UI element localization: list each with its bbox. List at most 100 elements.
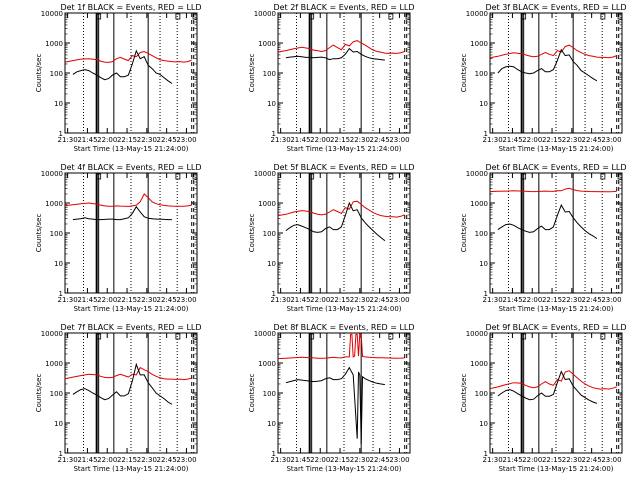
lld-series-line bbox=[277, 200, 405, 218]
x-tick-label: 22:15 bbox=[542, 456, 562, 464]
y-tick-label: 100 bbox=[50, 230, 63, 238]
y-tick-label: 1000 bbox=[258, 360, 276, 368]
lld-series-line bbox=[277, 40, 405, 54]
flag-marker bbox=[175, 173, 181, 180]
x-tick-label: 23:00 bbox=[601, 296, 621, 304]
y-tick-label: 100 bbox=[475, 230, 488, 238]
y-tick-label: 1000 bbox=[45, 40, 63, 48]
flag-marker bbox=[405, 13, 411, 20]
x-tick-label: 22:00 bbox=[310, 456, 330, 464]
y-tick-label: 10000 bbox=[41, 170, 63, 178]
x-tick-label: 21:45 bbox=[502, 296, 522, 304]
detector-panel-5: Det 5f BLACK = Events, RED = LLD 1 10 100 10… bbox=[248, 163, 415, 313]
y-axis-label: Counts/sec bbox=[248, 54, 256, 93]
y-tick-label: 1 bbox=[59, 290, 63, 298]
y-tick-label: 10000 bbox=[254, 170, 276, 178]
x-tick-label: 21:30 bbox=[271, 136, 291, 144]
x-tick-label: 22:15 bbox=[330, 456, 350, 464]
events-series-line bbox=[285, 366, 385, 445]
x-tick-label: 22:30 bbox=[350, 136, 370, 144]
panel-title: Det 9f BLACK = Events, RED = LLD bbox=[485, 323, 626, 332]
y-tick-label: 10 bbox=[479, 260, 488, 268]
y-tick-label: 100 bbox=[475, 70, 488, 78]
x-axis-label: Start Time (13-May-15 21:24:00) bbox=[73, 145, 188, 153]
x-tick-label: 22:45 bbox=[370, 456, 390, 464]
y-tick-label: 10000 bbox=[254, 10, 276, 18]
x-tick-label: 22:15 bbox=[117, 136, 137, 144]
y-tick-label: 1000 bbox=[258, 40, 276, 48]
flag-marker bbox=[309, 173, 315, 180]
flag-marker bbox=[192, 333, 198, 340]
y-tick-label: 100 bbox=[50, 70, 63, 78]
y-tick-label: 1000 bbox=[470, 360, 488, 368]
x-tick-label: 23:00 bbox=[389, 136, 409, 144]
detector-panel-4: Det 4f BLACK = Events, RED = LLD 1 10 100 10… bbox=[35, 163, 202, 313]
y-tick-label: 1 bbox=[484, 130, 488, 138]
x-tick-label: 23:00 bbox=[601, 456, 621, 464]
y-tick-label: 10000 bbox=[466, 330, 488, 338]
events-series-line bbox=[497, 203, 598, 240]
y-tick-label: 1 bbox=[272, 130, 276, 138]
flag-marker bbox=[175, 333, 181, 340]
panel-title: Det 4f BLACK = Events, RED = LLD bbox=[60, 163, 201, 172]
y-tick-label: 1 bbox=[484, 450, 488, 458]
x-tick-label: 22:00 bbox=[522, 296, 542, 304]
x-axis-label: Start Time (13-May-15 21:24:00) bbox=[286, 145, 401, 153]
detector-panel-9: Det 9f BLACK = Events, RED = LLD 1 10 100 10… bbox=[460, 323, 627, 473]
x-tick-label: 21:45 bbox=[502, 136, 522, 144]
y-tick-label: 100 bbox=[475, 390, 488, 398]
y-tick-label: 100 bbox=[263, 390, 276, 398]
x-tick-label: 23:00 bbox=[176, 136, 196, 144]
x-tick-label: 22:00 bbox=[97, 136, 117, 144]
x-tick-label: 22:00 bbox=[97, 456, 117, 464]
x-tick-label: 22:15 bbox=[117, 456, 137, 464]
x-tick-label: 21:30 bbox=[483, 136, 503, 144]
y-tick-label: 1 bbox=[272, 290, 276, 298]
y-axis-label: Counts/sec bbox=[35, 374, 43, 413]
detector-panel-1: Det 1f BLACK = Events, RED = LLD 1 10 100 10… bbox=[35, 3, 202, 153]
y-tick-label: 10000 bbox=[41, 330, 63, 338]
events-series-line bbox=[285, 47, 385, 61]
y-tick-label: 10000 bbox=[466, 10, 488, 18]
x-tick-label: 21:30 bbox=[271, 296, 291, 304]
y-tick-label: 10 bbox=[479, 420, 488, 428]
x-tick-label: 23:00 bbox=[176, 296, 196, 304]
x-tick-label: 22:15 bbox=[117, 296, 137, 304]
flag-marker bbox=[388, 173, 394, 180]
x-tick-label: 22:30 bbox=[562, 136, 582, 144]
x-tick-label: 22:45 bbox=[157, 136, 177, 144]
flag-marker bbox=[388, 333, 394, 340]
x-axis-label: Start Time (13-May-15 21:24:00) bbox=[73, 465, 188, 473]
x-axis-label: Start Time (13-May-15 21:24:00) bbox=[498, 305, 613, 313]
x-tick-label: 22:15 bbox=[542, 136, 562, 144]
detector-panel-6: Det 6f BLACK = Events, RED = LLD 1 10 100 10… bbox=[460, 163, 627, 313]
x-tick-label: 23:00 bbox=[389, 296, 409, 304]
events-series-line bbox=[497, 370, 598, 404]
y-axis-label: Counts/sec bbox=[35, 54, 43, 93]
x-tick-label: 21:45 bbox=[502, 456, 522, 464]
panel-title: Det 7f BLACK = Events, RED = LLD bbox=[60, 323, 201, 332]
y-tick-label: 10000 bbox=[41, 10, 63, 18]
lld-series-line bbox=[489, 370, 617, 390]
x-tick-label: 21:45 bbox=[290, 456, 310, 464]
events-series-line bbox=[497, 48, 598, 82]
x-tick-label: 22:00 bbox=[522, 136, 542, 144]
y-tick-label: 1000 bbox=[470, 40, 488, 48]
flag-marker bbox=[617, 13, 623, 20]
lld-series-line bbox=[489, 187, 617, 193]
x-axis-label: Start Time (13-May-15 21:24:00) bbox=[498, 465, 613, 473]
x-tick-label: 22:45 bbox=[157, 456, 177, 464]
x-tick-label: 22:30 bbox=[137, 296, 157, 304]
y-tick-label: 1 bbox=[59, 130, 63, 138]
lld-series-line bbox=[64, 366, 192, 381]
panel-title: Det 6f BLACK = Events, RED = LLD bbox=[485, 163, 626, 172]
flag-marker bbox=[309, 13, 315, 20]
x-tick-label: 21:45 bbox=[290, 296, 310, 304]
x-tick-label: 23:00 bbox=[601, 136, 621, 144]
flag-marker bbox=[600, 173, 606, 180]
y-tick-label: 10 bbox=[479, 100, 488, 108]
detector-panel-2: Det 2f BLACK = Events, RED = LLD 1 10 100 10… bbox=[248, 3, 415, 153]
events-series-line bbox=[285, 201, 386, 242]
flag-marker bbox=[521, 333, 527, 340]
